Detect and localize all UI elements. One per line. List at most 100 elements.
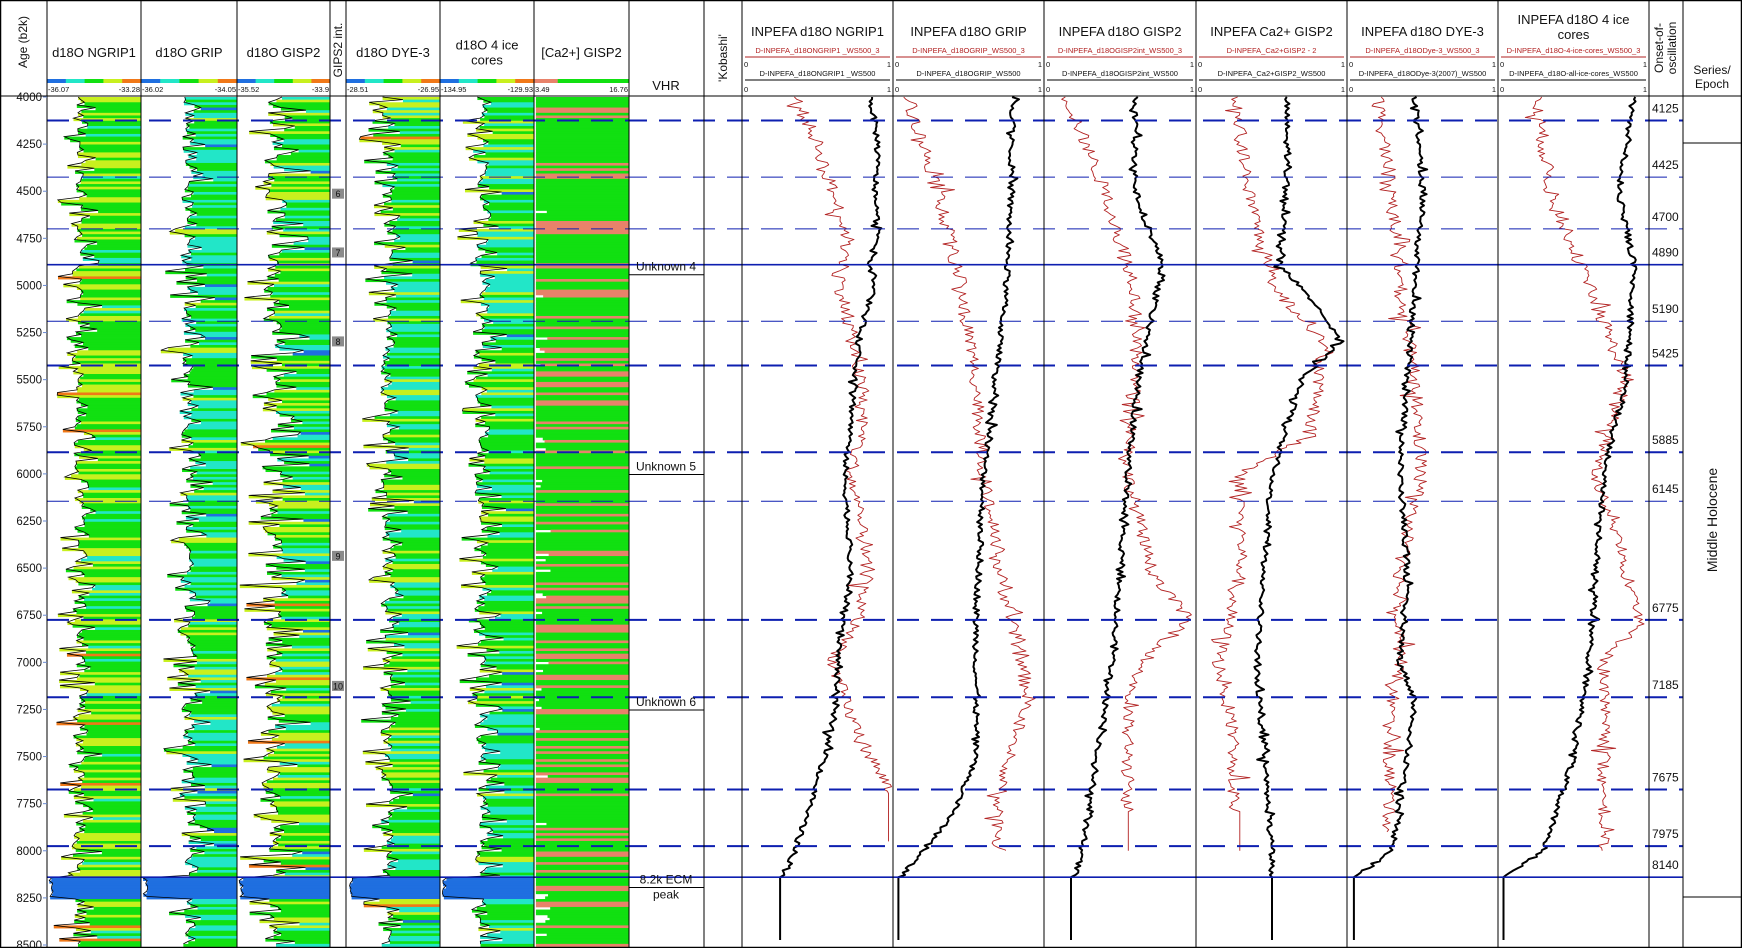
log-fill-band [387, 231, 440, 235]
log-fill-band [350, 883, 440, 887]
ca-band [535, 234, 629, 238]
ca-band [545, 896, 629, 900]
log-fill-band [502, 709, 534, 713]
ca-band [535, 877, 629, 881]
log-fill-band [284, 461, 330, 465]
log-fill-band [263, 859, 330, 863]
color-scale-segment [237, 79, 257, 83]
log-fill-band [79, 827, 141, 831]
log-fill-band [405, 247, 440, 251]
log-fill-band [83, 292, 141, 296]
ca-band [535, 590, 629, 594]
ca-band [535, 869, 629, 874]
log-fill-band [185, 160, 237, 164]
log-fill-band [469, 687, 534, 691]
log-fill-band [183, 331, 237, 335]
ca-band [535, 746, 629, 750]
ca-band [535, 856, 629, 860]
log-fill-band [281, 587, 330, 591]
log-fill-band [480, 941, 534, 945]
log-fill-band [83, 793, 141, 797]
color-scale-segment [496, 79, 516, 83]
log-fill-band [281, 616, 330, 620]
log-fill-band [62, 429, 141, 433]
log-fill-band [265, 790, 330, 794]
log-fill-band [185, 276, 237, 280]
ca-band [535, 666, 629, 670]
log-fill-band [189, 556, 237, 560]
log-fill-band [502, 672, 534, 676]
log-fill-band [185, 128, 237, 132]
log-fill-band [486, 389, 534, 393]
log-fill-band [77, 131, 141, 135]
log-fill-band [196, 321, 237, 325]
log-fill-band [194, 938, 237, 942]
log-fill-band [79, 141, 141, 145]
log-fill-band [381, 777, 440, 781]
log-fill-band [381, 943, 440, 947]
log-fill-band [269, 833, 330, 837]
log-fill-band [275, 344, 330, 349]
log-fill-band [480, 271, 534, 275]
ca-band [535, 629, 629, 633]
log-fill-band [497, 252, 534, 256]
log-fill-band [243, 759, 330, 763]
log-fill-band [193, 817, 237, 821]
log-fill-band [499, 651, 534, 655]
log-fill-band [271, 226, 330, 230]
log-fill-band [188, 935, 237, 939]
log-fill-band [467, 653, 534, 657]
log-fill-band [386, 495, 440, 499]
log-fill-band [76, 387, 141, 391]
scale-min: 0 [1198, 60, 1202, 69]
ca-band [535, 682, 629, 686]
ca-band [535, 342, 629, 346]
log-fill-band [474, 608, 534, 612]
log-fill-band [394, 186, 440, 190]
log-fill-band [280, 107, 330, 111]
log-fill-band [73, 843, 141, 847]
log-fill-band [477, 184, 534, 188]
ca-band [535, 313, 629, 317]
ca-band [535, 115, 629, 119]
log-fill-band [191, 257, 237, 261]
log-fill-band [480, 273, 534, 277]
log-fill-band [408, 458, 440, 462]
log-fill-band [190, 782, 237, 786]
log-fill-band [84, 706, 141, 710]
log-fill-band [487, 727, 534, 731]
log-fill-band [206, 534, 237, 538]
ca-band [535, 487, 629, 491]
scale-max: 16.76 [609, 85, 628, 94]
log-fill-band [475, 703, 534, 707]
ca-band [535, 730, 629, 734]
log-fill-band [72, 358, 141, 362]
log-fill-band [251, 366, 330, 370]
log-fill-band [197, 279, 237, 283]
log-fill-band [296, 371, 330, 375]
ca-band [535, 255, 629, 259]
log-fill-band [263, 482, 330, 486]
ca-band [543, 669, 629, 673]
ca-band [535, 191, 629, 196]
log-fill-band [84, 661, 141, 665]
log-fill-band [72, 854, 141, 858]
log-fill-band [205, 463, 237, 467]
log-fill-band [270, 661, 330, 665]
log-fill-band [274, 389, 330, 393]
log-fill-band [384, 244, 440, 248]
log-fill-band [190, 474, 237, 478]
log-fill-band [260, 516, 330, 520]
log-fill-band [186, 498, 237, 502]
log-fill-band [186, 635, 237, 639]
log-fill-band [463, 408, 534, 412]
ca-band [535, 495, 629, 499]
log-fill-band [390, 374, 440, 378]
log-fill-band [168, 347, 237, 351]
ca-band [535, 268, 629, 272]
ca-band [535, 719, 629, 723]
log-fill-band [175, 587, 237, 591]
log-fill-band [263, 527, 330, 531]
log-fill-band [484, 603, 534, 607]
log-fill-band [184, 672, 237, 676]
